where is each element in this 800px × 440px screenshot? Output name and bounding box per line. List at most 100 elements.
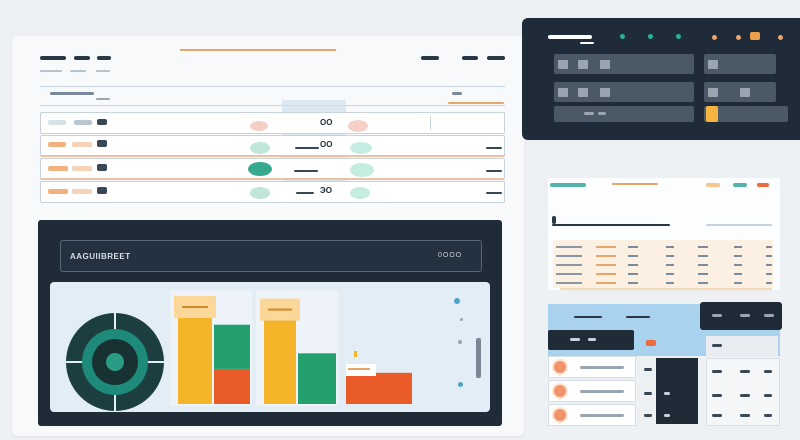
summary-filter[interactable]	[757, 183, 769, 187]
chart-scroll[interactable]	[476, 338, 481, 378]
summary-cell	[766, 282, 772, 284]
summary-cell	[628, 255, 638, 257]
summary-filter[interactable]	[706, 183, 720, 187]
list-right-mark	[740, 414, 750, 417]
list-right-mark	[764, 394, 772, 397]
grid-icon	[740, 88, 750, 97]
table-row[interactable]	[40, 158, 505, 180]
grid-icon	[558, 60, 568, 69]
avatar	[552, 359, 568, 375]
list-item-label	[580, 366, 624, 369]
header-action-2[interactable]	[462, 56, 478, 60]
toolbar-dot	[676, 34, 681, 39]
donut-center	[106, 353, 124, 371]
summary-cell	[698, 264, 708, 266]
table-row[interactable]	[40, 135, 505, 157]
summary-cell	[734, 246, 742, 248]
toolbar-line	[584, 112, 594, 115]
summary-tab[interactable]	[550, 183, 586, 187]
row-blob-2	[350, 142, 372, 154]
summary-cell	[666, 255, 674, 257]
row-blob-2	[348, 120, 368, 132]
row-tag-2	[72, 189, 92, 194]
row-tag	[48, 142, 66, 147]
row-blob-2	[350, 187, 370, 199]
row-end	[486, 170, 502, 172]
table-row[interactable]	[40, 181, 505, 203]
toolbar-button[interactable]	[704, 54, 776, 74]
list-value	[644, 368, 652, 371]
summary-cell	[666, 264, 674, 266]
table-header	[40, 86, 505, 106]
summary-cell	[596, 282, 616, 284]
table-row[interactable]	[40, 112, 505, 134]
summary-cell	[628, 264, 638, 266]
summary-filter[interactable]	[733, 183, 747, 187]
row-end	[486, 192, 502, 194]
detail-toggle-mark	[712, 314, 722, 317]
toolbar-button[interactable]	[554, 82, 694, 102]
nav-item-3[interactable]	[97, 56, 111, 60]
grid-icon	[558, 88, 568, 97]
toolbar-badge[interactable]	[750, 32, 760, 40]
summary-cell	[596, 264, 616, 266]
detail-button-label	[588, 338, 596, 341]
toolbar-line	[598, 112, 606, 115]
list-value	[644, 392, 652, 395]
row-blob	[250, 187, 270, 199]
summary-cell	[698, 282, 708, 284]
row-blob	[248, 162, 272, 176]
table-header-label	[50, 92, 94, 95]
toolbar-button[interactable]	[554, 54, 694, 74]
detail-cell	[706, 336, 778, 356]
toolbar-dot	[778, 35, 783, 40]
detail-toggle-mark	[740, 314, 750, 317]
row-tag-2	[72, 142, 92, 147]
summary-cell	[556, 273, 582, 275]
bar-C-step-label	[348, 368, 370, 370]
summary-header-line-2	[706, 224, 772, 226]
summary-cell	[596, 255, 616, 257]
summary-header-mark	[552, 216, 556, 224]
list-dark-mark	[664, 392, 670, 395]
detail-toggle-mark	[764, 314, 774, 317]
list-right-mark	[764, 414, 772, 417]
summary-cell	[734, 264, 742, 266]
chart-title: AAGUIIBREET	[70, 252, 131, 261]
chart-dot-1	[454, 298, 460, 304]
chart-dot-3	[458, 340, 462, 344]
list-right-mark	[740, 394, 750, 397]
row-end-1	[430, 116, 431, 130]
top-accent-line	[180, 49, 336, 51]
summary-bottom-accent	[560, 288, 772, 290]
nav-item-1[interactable]	[40, 56, 66, 60]
toolbar-highlight[interactable]	[706, 106, 718, 122]
header-action-3[interactable]	[487, 56, 505, 60]
bar-A-s3	[214, 368, 250, 404]
toolbar-dot	[620, 34, 625, 39]
toolbar-dot	[736, 35, 741, 40]
toolbar-button[interactable]	[704, 106, 788, 122]
summary-cell	[556, 282, 582, 284]
detail-label	[574, 316, 602, 318]
summary-cell	[596, 273, 616, 275]
summary-cell	[766, 255, 772, 257]
nav-item-2[interactable]	[74, 56, 90, 60]
chart-code: 0ООО	[438, 252, 463, 259]
row-value: ЭΟ	[320, 186, 332, 195]
row-tag-3	[97, 119, 107, 125]
row-end	[486, 147, 502, 149]
toolbar-button[interactable]	[554, 106, 694, 122]
row-blob-2	[350, 163, 374, 177]
list-right-mark	[712, 414, 722, 417]
chart-header	[60, 240, 482, 272]
row-tag	[48, 166, 68, 171]
summary-cell	[556, 246, 582, 248]
header-action-1[interactable]	[421, 56, 439, 60]
bar-B-cap-label	[268, 308, 292, 311]
row-tag	[48, 120, 66, 125]
grid-icon	[578, 60, 588, 69]
grid-icon	[600, 88, 610, 97]
list-right-mark	[740, 370, 750, 373]
summary-cell	[766, 246, 772, 248]
